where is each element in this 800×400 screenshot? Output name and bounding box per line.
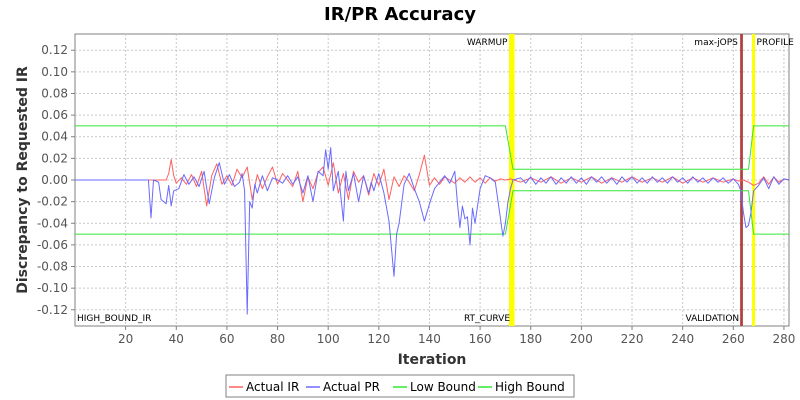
x-tick-label: 240: [671, 332, 694, 346]
series-line-actual-ir: [75, 154, 790, 207]
marker-label: WARMUP: [467, 38, 508, 48]
y-tick-label: -0.04: [37, 216, 68, 230]
y-tick-label: -0.08: [37, 260, 68, 274]
x-axis-label: Iteration: [398, 352, 467, 368]
x-tick-label: 120: [367, 332, 390, 346]
y-axis-label: Discrepancy to Requested IR: [15, 66, 31, 294]
y-tick-label: -0.02: [37, 195, 68, 209]
x-tick-label: 60: [219, 332, 234, 346]
y-tick-label: 0.10: [41, 65, 68, 79]
y-tick-label: 0.08: [41, 86, 68, 100]
marker-lines: WARMUP RT_CURVE max-jOPS VALIDATION PROFILE H…: [77, 34, 794, 326]
series-line-high-bound: [75, 125, 789, 170]
y-tick-label: 0.04: [41, 130, 68, 144]
grid: [75, 34, 789, 326]
x-tick-label: 40: [169, 332, 184, 346]
marker-label: PROFILE: [757, 38, 795, 48]
x-tick-label: 160: [469, 332, 492, 346]
x-tick-label: 100: [317, 332, 340, 346]
x-tick-label: 140: [418, 332, 441, 346]
marker-label: max-jOPS: [694, 38, 738, 48]
legend-item-label: Low Bound: [410, 380, 476, 394]
x-tick-label: 180: [519, 332, 542, 346]
series-lines: [75, 125, 790, 315]
x-tick-label: 80: [270, 332, 285, 346]
y-axis-ticks: -0.12 -0.10 -0.08 -0.06 -0.04 -0.02 0.00 0.02 0.…: [37, 43, 75, 317]
legend-item-label: High Bound: [495, 380, 565, 394]
y-tick-label: 0.12: [41, 43, 68, 57]
x-tick-label: 280: [772, 332, 795, 346]
x-tick-label: 200: [570, 332, 593, 346]
legend-item-label: Actual PR: [323, 380, 380, 394]
series-line-low-bound: [75, 190, 789, 235]
y-tick-label: 0.06: [41, 108, 68, 122]
y-tick-label: -0.10: [37, 281, 68, 295]
y-tick-label: 0.02: [41, 151, 68, 165]
x-axis-ticks: 20 40 60 80 100 120 140 160 180 200 220 240 260 280: [118, 326, 795, 346]
chart-title: IR/PR Accuracy: [324, 4, 476, 25]
x-tick-label: 220: [621, 332, 644, 346]
x-tick-label: 260: [722, 332, 745, 346]
x-tick-label: 20: [118, 332, 133, 346]
legend-item-label: Actual IR: [246, 380, 299, 394]
corner-label: HIGH_BOUND_IR: [77, 314, 151, 324]
y-tick-label: 0.00: [41, 173, 68, 187]
series-line-actual-pr: [75, 147, 790, 315]
y-tick-label: -0.12: [37, 303, 68, 317]
legend-box: [225, 374, 575, 398]
legend: Actual IR Actual PR Low Bound High Bound: [225, 374, 575, 398]
marker-label: VALIDATION: [686, 314, 740, 324]
y-tick-label: -0.06: [37, 238, 68, 252]
marker-label: RT_CURVE: [464, 314, 510, 324]
